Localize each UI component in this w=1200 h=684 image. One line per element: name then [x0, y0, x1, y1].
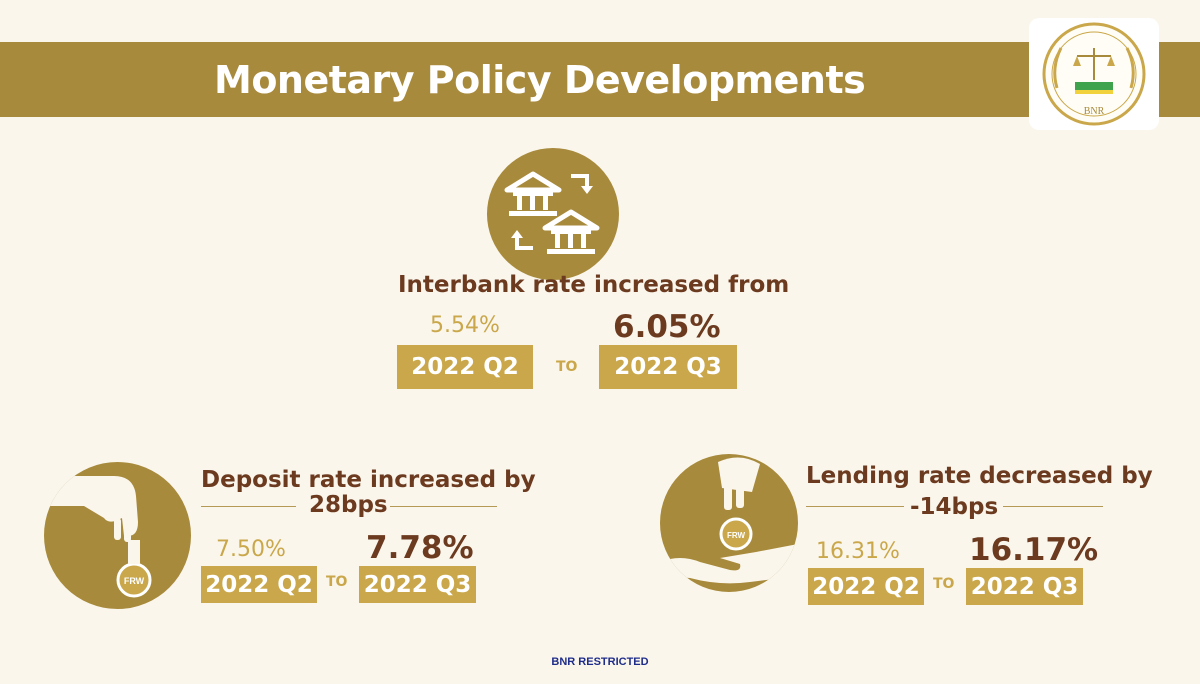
lending-icon-circle: FRW	[660, 454, 798, 592]
page-title: Monetary Policy Developments	[214, 58, 866, 102]
deposit-to-period: 2022 Q3	[359, 566, 476, 603]
hand-dropping-coin-icon: FRW	[44, 476, 152, 598]
lending-heading-line1: Lending rate decreased by	[806, 463, 1153, 489]
deposit-rule-left	[201, 506, 296, 507]
lending-old-value: 16.31%	[816, 539, 900, 564]
deposit-new-value: 7.78%	[366, 530, 474, 566]
deposit-heading-line2: 28bps	[309, 492, 388, 518]
bnr-logo: BNR	[1029, 18, 1159, 130]
logo-abbr: BNR	[1084, 106, 1105, 117]
deposit-heading-line1: Deposit rate increased by	[201, 467, 536, 493]
interbank-to-label: TO	[556, 359, 578, 375]
interbank-old-value: 5.54%	[430, 313, 500, 338]
lending-rule-right	[1003, 506, 1103, 507]
lending-coin-label: FRW	[727, 531, 746, 540]
hand-receiving-coin-icon: FRW	[660, 457, 798, 584]
bnr-seal-icon: BNR	[1042, 22, 1146, 126]
lending-heading-line2: -14bps	[910, 494, 999, 520]
lending-to-period: 2022 Q3	[966, 568, 1083, 605]
lending-new-value: 16.17%	[969, 532, 1099, 568]
lending-rule-left	[806, 506, 904, 507]
deposit-old-value: 7.50%	[216, 537, 286, 562]
classification-label: BNR RESTRICTED	[551, 656, 649, 668]
deposit-coin-label: FRW	[124, 576, 145, 586]
interbank-to-period: 2022 Q3	[599, 345, 737, 389]
deposit-to-label: TO	[326, 574, 348, 590]
interbank-icon-circle	[487, 148, 619, 280]
interbank-from-period: 2022 Q2	[397, 345, 533, 389]
lending-to-label: TO	[933, 576, 955, 592]
deposit-rule-right	[390, 506, 497, 507]
interbank-heading: Interbank rate increased from	[398, 272, 790, 298]
deposit-from-period: 2022 Q2	[201, 566, 317, 603]
interbank-new-value: 6.05%	[613, 309, 721, 345]
lending-from-period: 2022 Q2	[808, 568, 924, 605]
deposit-icon-circle: FRW	[44, 462, 191, 609]
bank-transfer-icon	[504, 171, 600, 254]
title-banner	[0, 42, 1200, 117]
